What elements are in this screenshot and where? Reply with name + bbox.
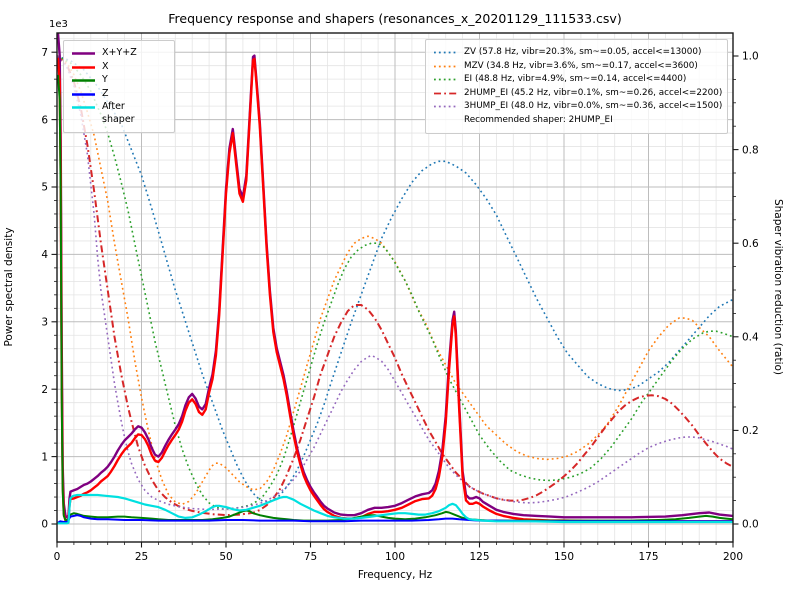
y-left-tick-label: 3	[41, 317, 48, 329]
legend-entry-label: X+Y+Z	[102, 47, 137, 58]
x-tick-label: 25	[135, 551, 148, 563]
y-left-tick-label: 4	[41, 249, 48, 261]
legend-entry-label: ZV (57.8 Hz, vibr=20.3%, sm~=0.05, accel…	[464, 47, 702, 57]
series-mzv	[57, 55, 733, 506]
x-tick-label: 200	[723, 551, 743, 563]
legend-line-sample	[72, 92, 95, 96]
x-axis-label: Frequency, Hz	[357, 569, 433, 581]
legend-line-sample	[434, 78, 457, 81]
series-group	[57, 33, 733, 525]
legend-recommended-shaper: Recommended shaper: 2HUMP_EI	[433, 114, 720, 127]
legend-entry-label: EI (48.8 Hz, vibr=4.9%, sm~=0.14, accel<…	[464, 74, 687, 85]
recommended-shaper-text: Recommended shaper: 2HUMP_EI	[464, 114, 613, 125]
y-axis-right-label: Shaper vibration reduction (ratio)	[772, 198, 784, 376]
legend-line-sample	[72, 106, 95, 109]
x-tick-label: 100	[385, 551, 405, 563]
legend-shapers: ZV (57.8 Hz, vibr=20.3%, sm~=0.05, accel…	[425, 39, 728, 134]
legend-entry-after-shaper: After shaper	[71, 101, 167, 126]
x-tick-label: 50	[219, 551, 232, 563]
x-tick-label: 125	[469, 551, 489, 563]
series-zv	[57, 55, 733, 503]
legend-entry-label: After shaper	[102, 101, 135, 125]
legend-line-sample	[72, 52, 95, 55]
y-right-tick-label: 0.8	[742, 144, 759, 156]
y-left-tick-label: 0	[41, 519, 48, 531]
x-tick-label: 175	[638, 551, 658, 563]
legend-entry-label: X	[102, 60, 109, 72]
legend-line-sample	[72, 79, 95, 82]
legend-entry-ei: EI (48.8 Hz, vibr=4.9%, sm~=0.14, accel<…	[433, 73, 720, 86]
legend-entry-z: Z	[71, 88, 167, 101]
y-axis-left-label: Power spectral density	[3, 227, 15, 347]
legend-entry-label: 3HUMP_EI (48.0 Hz, vibr=0.0%, sm~=0.36, …	[464, 101, 723, 112]
legend-entry-x: X	[71, 61, 167, 74]
y-left-tick-label: 7	[41, 47, 48, 59]
legend-entry-label: 2HUMP_EI (45.2 Hz, vibr=0.1%, sm~=0.26, …	[464, 87, 723, 98]
y-right-tick-label: 0.4	[742, 332, 759, 344]
legend-line-sample	[434, 92, 457, 95]
y-right-tick-label: 1.0	[742, 51, 759, 63]
y-left-tick-label: 6	[41, 114, 48, 126]
y-left-tick-label: 5	[41, 182, 48, 194]
y-left-tick-label: 1	[41, 451, 48, 463]
legend-line-sample	[434, 105, 457, 108]
y-right-tick-label: 0.2	[742, 425, 759, 437]
legend-entry-label: Z	[102, 87, 109, 99]
series-2hump-ei	[57, 55, 733, 517]
series-ei	[57, 55, 733, 510]
legend-entry-label: MZV (34.8 Hz, vibr=3.6%, sm~=0.17, accel…	[464, 60, 698, 71]
x-tick-label: 75	[304, 551, 317, 563]
y-right-tick-label: 0.0	[742, 519, 759, 531]
legend-entry-zv: ZV (57.8 Hz, vibr=20.3%, sm~=0.05, accel…	[433, 46, 720, 59]
series-x	[57, 57, 733, 523]
x-tick-label: 0	[54, 551, 61, 563]
legend-entry-y: Y	[71, 74, 167, 87]
legend-entry-mzv: MZV (34.8 Hz, vibr=3.6%, sm~=0.17, accel…	[433, 60, 720, 73]
series-after-shaper	[57, 493, 733, 525]
legend-entry-label: Y	[102, 74, 108, 85]
chart-title: Frequency response and shapers (resonanc…	[168, 11, 622, 26]
y-axis-multiplier: 1e3	[49, 19, 68, 30]
legend-measured-signals: X+Y+Z X Y Z After shaper	[63, 40, 175, 133]
legend-line-sample	[434, 65, 457, 67]
y-left-tick-label: 2	[41, 384, 48, 396]
legend-line-sample	[434, 51, 457, 54]
y-right-tick-label: 0.6	[742, 238, 759, 250]
legend-line-sample	[72, 65, 95, 69]
x-tick-label: 150	[554, 551, 574, 563]
legend-entry-3hump-ei: 3HUMP_EI (48.0 Hz, vibr=0.0%, sm~=0.36, …	[433, 100, 723, 113]
legend-entry-2hump-ei: 2HUMP_EI (45.2 Hz, vibr=0.1%, sm~=0.26, …	[433, 87, 723, 100]
legend-entry-x-y-z: X+Y+Z	[71, 47, 167, 60]
